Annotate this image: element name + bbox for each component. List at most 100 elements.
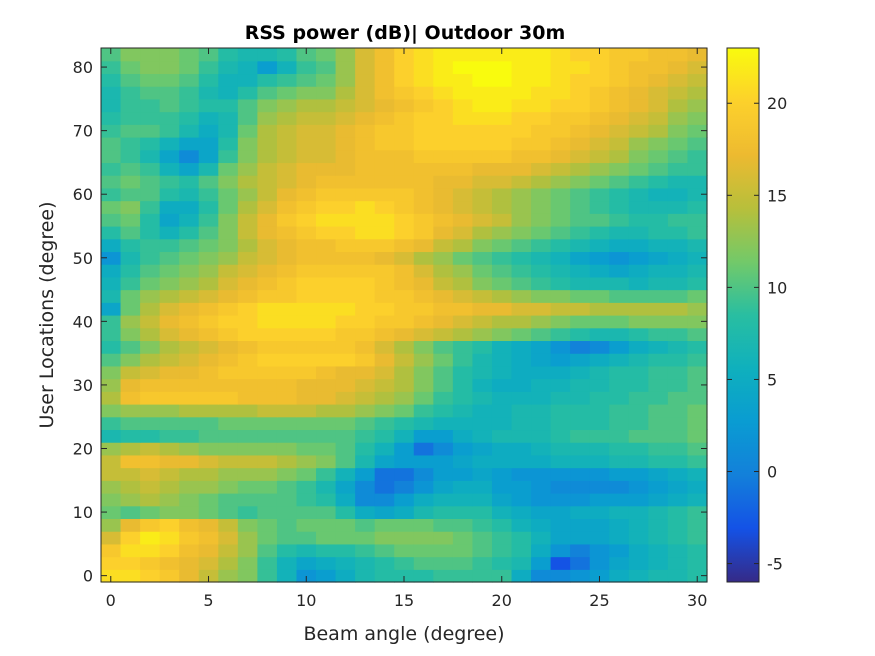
heatmap-cell	[452, 86, 474, 100]
heatmap-cell	[237, 175, 258, 189]
heatmap-cell	[257, 111, 278, 125]
heatmap-cell	[589, 442, 610, 456]
heatmap-cell	[687, 48, 708, 62]
heatmap-cell	[589, 429, 610, 443]
heatmap-cell	[589, 543, 610, 558]
heatmap-cell	[394, 137, 415, 151]
heatmap-cell	[179, 137, 200, 151]
heatmap-cell	[550, 404, 571, 418]
heatmap-cell	[550, 353, 571, 367]
heatmap-cell	[316, 86, 337, 100]
heatmap-cell	[531, 480, 552, 494]
heatmap-cell	[609, 86, 630, 100]
heatmap-cell	[628, 353, 649, 367]
heatmap-cell	[101, 137, 122, 151]
heatmap-cell	[159, 429, 180, 443]
heatmap-cell	[667, 264, 689, 278]
heatmap-cell	[374, 124, 395, 138]
heatmap-cell	[433, 73, 454, 87]
heatmap-cell	[101, 86, 122, 100]
heatmap-cell	[413, 543, 434, 558]
heatmap-cell	[159, 226, 180, 240]
heatmap-cell	[491, 365, 513, 380]
heatmap-cell	[550, 98, 571, 113]
heatmap-cell	[687, 365, 708, 380]
heatmap-cell	[237, 149, 258, 164]
heatmap-cell	[140, 60, 161, 75]
heatmap-cell	[570, 175, 591, 189]
heatmap-cell	[159, 327, 180, 342]
heatmap-cell	[628, 327, 649, 342]
heatmap-cell	[531, 187, 552, 202]
heatmap-cell	[316, 200, 337, 214]
heatmap-cell	[101, 340, 122, 354]
heatmap-cell	[413, 365, 434, 380]
heatmap-cell	[276, 480, 298, 494]
heatmap-cell	[355, 226, 376, 240]
heatmap-cell	[511, 429, 532, 443]
heatmap-cell	[570, 149, 591, 164]
heatmap-cell	[237, 404, 258, 418]
heatmap-cell	[531, 543, 552, 558]
heatmap-cell	[374, 340, 395, 354]
heatmap-cell	[140, 493, 161, 507]
heatmap-cell	[648, 149, 669, 164]
heatmap-cell	[355, 442, 376, 456]
heatmap-cell	[159, 98, 180, 113]
heatmap-cell	[628, 531, 649, 545]
heatmap-cell	[511, 200, 532, 214]
heatmap-cell	[257, 353, 278, 367]
heatmap-cell	[120, 238, 141, 253]
heatmap-cell	[413, 137, 434, 151]
heatmap-cell	[257, 391, 278, 405]
heatmap-cell	[687, 137, 708, 151]
heatmap-cell	[198, 213, 219, 227]
heatmap-cell	[628, 289, 649, 303]
heatmap-cell	[159, 73, 180, 87]
heatmap-cell	[589, 73, 610, 87]
heatmap-cell	[628, 391, 649, 405]
heatmap-cell	[140, 187, 161, 202]
heatmap-cell	[101, 454, 122, 469]
x-tick-label: 5	[203, 591, 213, 610]
heatmap-cell	[667, 505, 689, 520]
heatmap-cell	[570, 187, 591, 202]
heatmap-cell	[140, 175, 161, 189]
heatmap-cell	[667, 454, 689, 469]
heatmap-cell	[140, 73, 161, 87]
heatmap-cell	[101, 531, 122, 545]
heatmap-cell	[355, 187, 376, 202]
heatmap-cell	[452, 276, 474, 291]
heatmap-cell	[335, 365, 356, 380]
heatmap-cell	[687, 213, 708, 227]
heatmap-cell	[355, 505, 376, 520]
heatmap-cell	[491, 556, 513, 570]
heatmap-cell	[120, 276, 141, 291]
heatmap-cell	[101, 187, 122, 202]
heatmap-cell	[257, 200, 278, 214]
heatmap-cell	[257, 454, 278, 469]
heatmap-cell	[101, 404, 122, 418]
heatmap-cell	[374, 200, 395, 214]
heatmap-cell	[628, 187, 649, 202]
heatmap-cell	[433, 213, 454, 227]
heatmap-cell	[355, 111, 376, 125]
heatmap-cell	[687, 264, 708, 278]
heatmap-cell	[394, 238, 415, 253]
heatmap-cell	[355, 327, 376, 342]
heatmap-cell	[237, 315, 258, 329]
heatmap-cell	[296, 276, 317, 291]
heatmap-cell	[589, 137, 610, 151]
heatmap-cell	[296, 416, 317, 431]
heatmap-cell	[609, 531, 630, 545]
heatmap-cell	[609, 569, 630, 583]
heatmap-cell	[374, 556, 395, 570]
heatmap-cell	[472, 327, 493, 342]
heatmap-cell	[335, 353, 356, 367]
heatmap-cell	[355, 569, 376, 583]
heatmap-cell	[276, 213, 298, 227]
heatmap-cell	[491, 391, 513, 405]
heatmap-cell	[511, 111, 532, 125]
heatmap-cell	[355, 48, 376, 62]
heatmap-cell	[257, 137, 278, 151]
